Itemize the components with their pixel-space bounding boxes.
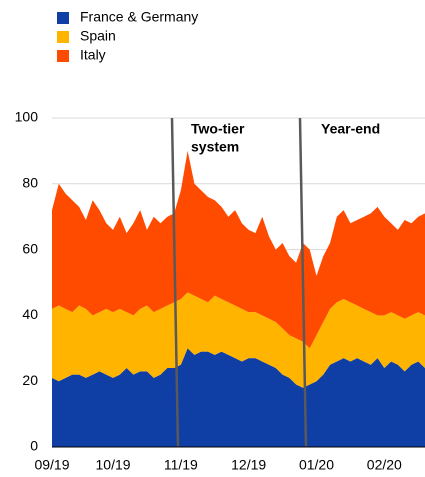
annotation: system bbox=[191, 139, 239, 155]
annotation: Year-end bbox=[321, 121, 380, 137]
legend-label: France & Germany bbox=[80, 9, 198, 25]
x-tick-label: 01/20 bbox=[299, 457, 334, 473]
y-tick-label: 100 bbox=[15, 109, 39, 125]
y-tick-label: 80 bbox=[22, 175, 38, 191]
x-tick-label: 12/19 bbox=[231, 457, 266, 473]
y-tick-label: 0 bbox=[30, 438, 38, 454]
area bbox=[52, 348, 425, 447]
event-line bbox=[170, 117, 180, 448]
area bbox=[52, 150, 425, 349]
x-tick-label: 02/20 bbox=[367, 457, 402, 473]
x-tick-label: 10/19 bbox=[96, 457, 131, 473]
legend-label: Italy bbox=[80, 47, 106, 63]
areas bbox=[52, 150, 425, 447]
legend-swatch bbox=[57, 12, 69, 24]
legend-swatch bbox=[57, 50, 69, 62]
axes: 0 20 40 60 80 100 09/19 10/19 11/19 12/19 01/20 02/… bbox=[15, 109, 425, 473]
y-tick-label: 40 bbox=[22, 306, 38, 322]
y-tick-label: 20 bbox=[22, 372, 38, 388]
y-tick-label: 60 bbox=[22, 240, 38, 256]
legend-label: Spain bbox=[80, 28, 116, 44]
legend-swatch bbox=[57, 31, 69, 43]
annotation: Two-tier bbox=[191, 121, 245, 137]
x-tick-label: 11/19 bbox=[164, 457, 198, 473]
legend: France & Germany Spain Italy bbox=[57, 9, 198, 63]
event-line bbox=[298, 117, 308, 448]
area bbox=[52, 292, 425, 388]
x-tick-label: 09/19 bbox=[34, 457, 69, 473]
